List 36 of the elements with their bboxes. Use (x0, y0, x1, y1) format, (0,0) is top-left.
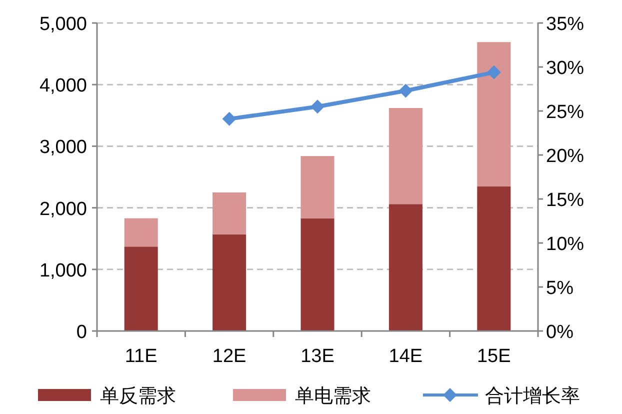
point (486, 65, 501, 80)
bar (300, 218, 334, 331)
point (398, 84, 413, 98)
point (222, 112, 236, 126)
legend-label: 单反需求 (100, 386, 176, 407)
y2-tick-label: 35% (546, 14, 584, 35)
x-tick-label: 13E (300, 346, 334, 367)
x-tick-label: 14E (388, 346, 423, 367)
y2-tick-label: 25% (546, 102, 584, 123)
bar (388, 108, 422, 204)
legend-label: 单电需求 (295, 386, 371, 407)
y2-tick-label: 5% (546, 278, 574, 299)
bar (212, 234, 246, 331)
bar (477, 186, 511, 331)
y2-tick-label: 30% (546, 58, 584, 79)
bar (212, 192, 246, 234)
y2-tick-label: 10% (546, 234, 584, 255)
y-tick-label: 5,000 (39, 14, 87, 35)
bar (388, 204, 422, 331)
bar (124, 218, 158, 247)
y2-tick-label: 0% (546, 322, 574, 343)
y2-tick-label: 15% (546, 190, 584, 211)
bar (300, 156, 334, 218)
x-tick-label: 11E (124, 346, 158, 367)
y-tick-label: 4,000 (39, 76, 87, 97)
y-tick-label: 2,000 (39, 198, 87, 220)
point (310, 100, 324, 114)
x-tick-label: 12E (212, 346, 246, 367)
bar (124, 246, 158, 331)
legend-label: 合计增长率 (485, 385, 580, 407)
bar (477, 42, 511, 186)
y-tick-label: 1,000 (39, 260, 87, 282)
y-tick-label: 0 (76, 322, 87, 343)
x-tick-label: 15E (476, 346, 511, 367)
y-tick-label: 3,000 (39, 137, 87, 158)
y2-tick-label: 20% (546, 146, 584, 167)
